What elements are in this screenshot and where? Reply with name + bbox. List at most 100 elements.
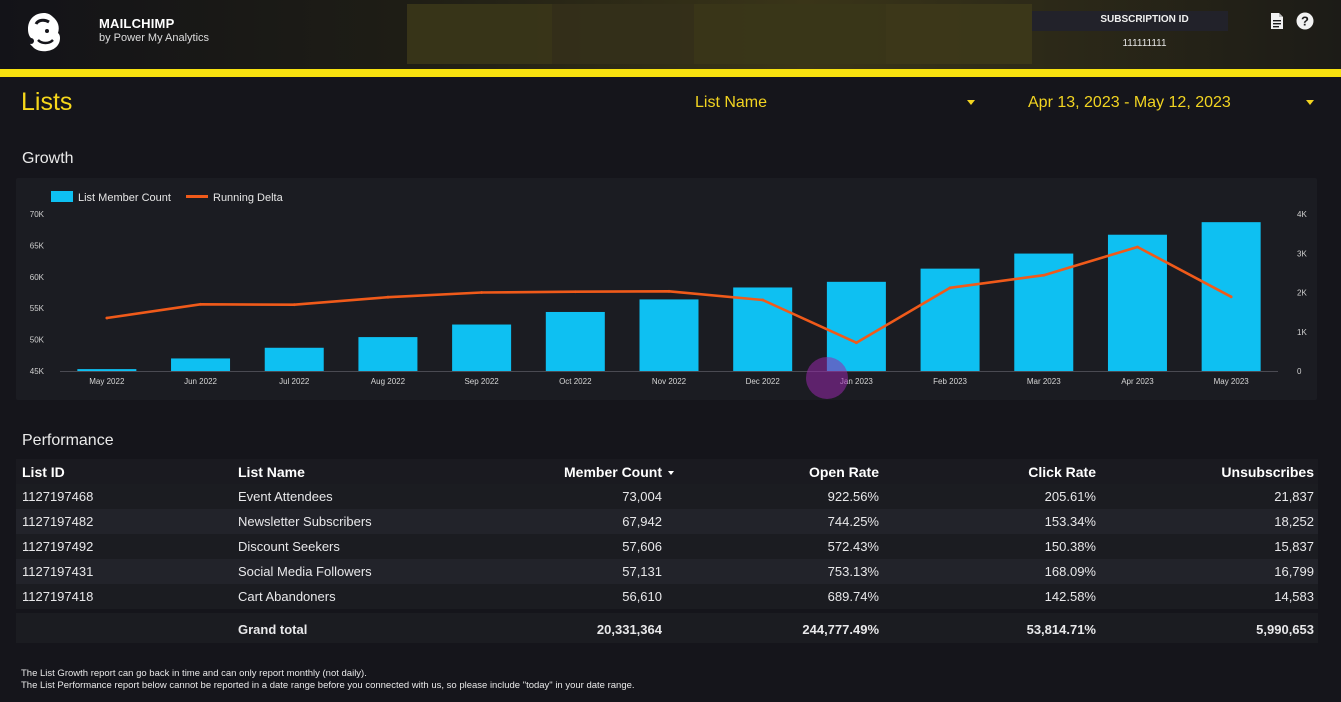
y-right-tick-label: 2K [1297,289,1307,298]
cell-list-id: 1127197431 [22,564,94,579]
cell-member-count: 56,610 [622,589,662,604]
column-header-member-count-label: Member Count [564,464,662,480]
cell-click-rate: 153.34% [1044,514,1096,529]
total-member-count: 20,331,364 [596,622,662,637]
point-running-delta [1136,245,1139,249]
redacted-block [552,4,694,64]
legend-swatch-member-count [51,191,73,202]
cell-list-name: Discount Seekers [238,539,340,554]
cell-click-rate: 150.38% [1044,539,1096,554]
x-tick-label: Nov 2022 [652,377,687,386]
help-icon[interactable]: ? [1296,12,1314,30]
x-tick-label: Jul 2022 [279,377,310,386]
table-row[interactable]: 1127197431 Social Media Followers 57,131 75… [16,559,1318,584]
x-tick-label: Aug 2022 [371,377,406,386]
y-right-tick-label: 3K [1297,249,1307,258]
point-running-delta [667,289,671,293]
x-tick-label: May 2022 [89,377,125,386]
redacted-block [407,4,552,64]
footnote-performance: The List Performance report below cannot… [21,680,635,691]
cell-open-rate: 689.74% [827,589,879,604]
y-right-tick-label: 4K [1297,210,1307,219]
list-name-dropdown[interactable]: List Name [695,94,977,114]
document-icon[interactable] [1268,12,1286,30]
column-header-open-rate[interactable]: Open Rate [808,464,879,480]
cell-list-name: Newsletter Subscribers [238,514,372,529]
chart-legend: List Member Count Running Delta [51,191,283,205]
performance-title: Performance [22,432,114,449]
y-left-tick-label: 70K [30,210,45,219]
x-tick-label: Oct 2022 [559,377,592,386]
redacted-block [886,4,1032,64]
cell-unsubscribes: 15,837 [1274,539,1314,554]
bar-member-count [826,281,886,371]
cell-click-rate: 205.61% [1044,489,1096,504]
cell-list-name: Event Attendees [238,489,333,504]
cell-unsubscribes: 21,837 [1274,489,1314,504]
table-row[interactable]: 1127197492 Discount Seekers 57,606 572.43% 1… [16,534,1318,559]
point-running-delta [1229,295,1233,299]
cell-list-id: 1127197492 [22,539,94,554]
cell-list-name: Social Media Followers [238,564,372,579]
cell-click-rate: 168.09% [1044,564,1096,579]
point-running-delta [761,298,765,302]
brand-subtitle: by Power My Analytics [99,32,210,44]
column-header-member-count[interactable]: Member Count [564,464,674,480]
cell-list-id: 1127197468 [22,489,94,504]
date-range-dropdown[interactable]: Apr 13, 2023 - May 12, 2023 [1028,94,1316,114]
growth-title: Growth [22,150,74,167]
total-unsubscribes: 5,990,653 [1256,622,1314,637]
chevron-down-icon [967,100,975,105]
bar-member-count [639,299,699,371]
column-header-list-id[interactable]: List ID [22,464,65,480]
table-row[interactable]: 1127197482 Newsletter Subscribers 67,942 74… [16,509,1318,534]
total-click-rate: 53,814.71% [1026,622,1096,637]
table-row[interactable]: 1127197468 Event Attendees 73,004 922.56% 20… [16,484,1318,509]
cell-unsubscribes: 18,252 [1274,514,1314,529]
total-open-rate: 244,777.49% [802,622,879,637]
cell-list-id: 1127197418 [22,589,94,604]
x-tick-label: Jun 2022 [184,377,217,386]
performance-table: List ID List Name Member Count Open Rate… [16,459,1318,643]
chevron-down-icon [1306,100,1314,105]
cell-member-count: 57,606 [622,539,662,554]
subscription-value: 111111111 [1122,38,1167,49]
y-right-tick-label: 1K [1297,328,1307,337]
bar-member-count [358,337,418,371]
point-running-delta [1042,273,1046,277]
point-running-delta [573,290,577,294]
growth-chart: 45K 50K 55K 60K 65K 70K 0 1K 2K 3K 4K May 2022 Jun 2… [30,210,1307,399]
point-running-delta [948,286,952,290]
x-tick-label: May 2023 [1214,377,1250,386]
bar-member-count [171,358,231,371]
column-header-unsubscribes[interactable]: Unsubscribes [1221,464,1314,480]
footnote-growth: The List Growth report can go back in ti… [21,668,367,679]
list-name-dropdown-label: List Name [695,94,768,111]
bar-member-count [1014,253,1074,371]
bar-member-count [264,347,324,371]
page-title: Lists [21,88,73,116]
bar-member-count [452,324,512,371]
cell-open-rate: 572.43% [827,539,879,554]
cursor-indicator [806,357,848,399]
bar-member-count [1107,234,1167,371]
y-left-tick-label: 50K [30,336,45,345]
sort-desc-icon [668,471,674,475]
legend-label-running-delta: Running Delta [213,192,283,204]
column-header-list-name[interactable]: List Name [238,464,305,480]
y-left-tick-label: 60K [30,273,45,282]
point-running-delta [105,316,109,320]
x-tick-label: Feb 2023 [933,377,967,386]
x-tick-label: Apr 2023 [1121,377,1154,386]
x-tick-label: Mar 2023 [1027,377,1061,386]
y-left-tick-label: 65K [30,241,45,250]
cell-open-rate: 753.13% [827,564,879,579]
bar-member-count [77,369,137,371]
x-tick-label: Jan 2023 [840,377,873,386]
point-running-delta [386,295,390,299]
svg-text:?: ? [1301,14,1309,29]
table-row[interactable]: 1127197418 Cart Abandoners 56,610 689.74% 14… [16,584,1318,609]
point-running-delta [480,291,484,294]
column-header-click-rate[interactable]: Click Rate [1028,464,1096,480]
point-running-delta [292,303,296,307]
